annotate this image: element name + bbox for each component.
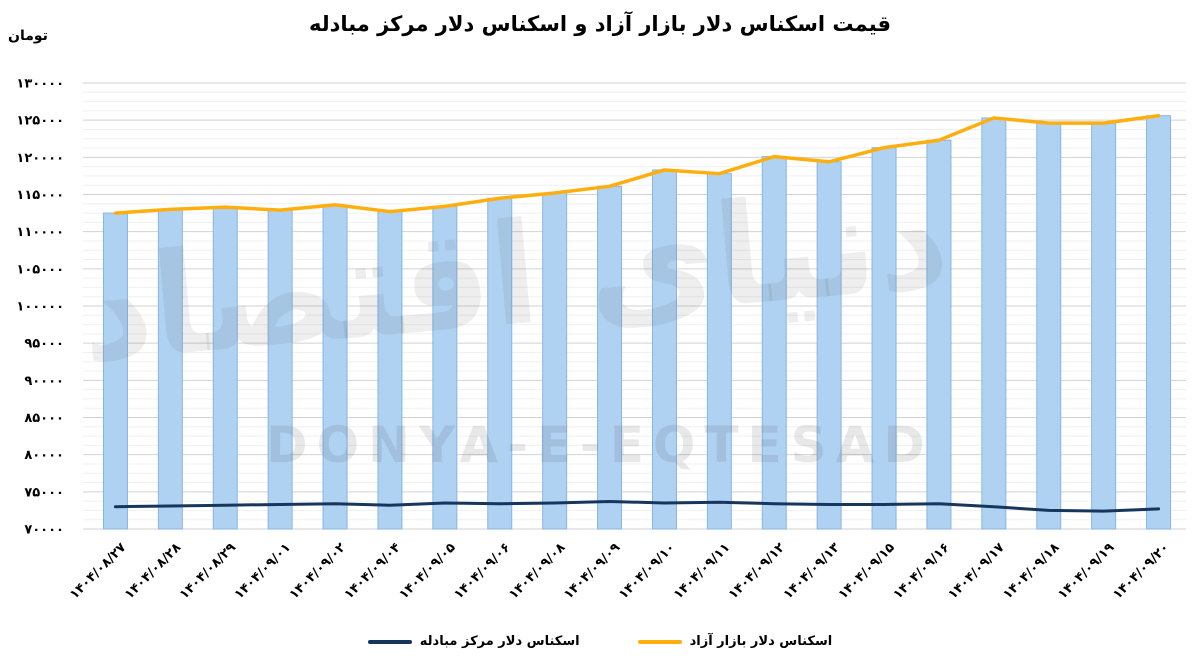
x-axis-date-label: ۱۴۰۴/۰۸/۲۹: [177, 540, 239, 602]
x-axis-date-label: ۱۴۰۴/۰۹/۱۳: [781, 540, 843, 602]
series-line-0: [113, 113, 1161, 215]
x-axis-date-label: ۱۴۰۴/۰۹/۰۸: [506, 540, 568, 602]
y-axis-tick-label: ۱۱۵۰۰۰: [16, 188, 64, 203]
x-axis-date-label: ۱۴۰۴/۰۹/۱۶: [891, 540, 953, 602]
legend-label-free-market: اسکناس دلار بازار آزاد: [689, 634, 833, 649]
x-axis-date-label: ۱۴۰۴/۰۹/۲۰: [1110, 540, 1172, 602]
bar-free-market-19: [1146, 115, 1172, 530]
x-axis-date-label: ۱۴۰۴/۰۹/۰۶: [451, 540, 513, 602]
y-axis-tick-label: ۱۲۰۰۰۰: [16, 151, 64, 166]
y-axis-tick-label: ۹۰۰۰۰: [24, 374, 64, 389]
bar-free-market-8: [542, 192, 568, 530]
navy-line-swatch-icon: [367, 639, 412, 644]
series-line-1: [113, 499, 1161, 513]
y-axis-tick-label: ۱۱۰۰۰۰: [16, 225, 64, 240]
x-axis-date-label: ۱۴۰۴/۰۹/۱۹: [1055, 540, 1117, 602]
bar-free-market-16: [981, 117, 1007, 530]
bar-free-market-13: [816, 161, 842, 530]
y-axis-tick-label: ۱۰۵۰۰۰: [16, 262, 64, 277]
y-axis-tick-label: ۷۰۰۰۰: [24, 523, 64, 538]
x-axis-date-label: ۱۴۰۴/۰۹/۱۱: [671, 540, 733, 602]
legend-item-free-market: اسکناس دلار بازار آزاد: [637, 634, 833, 649]
bar-free-market-6: [432, 205, 458, 530]
x-axis-date-label: ۱۴۰۴/۰۹/۰۴: [342, 540, 404, 602]
legend-item-exchange-center: اسکناس دلار مرکز مبادله: [367, 634, 580, 649]
x-axis-date-label: ۱۴۰۴/۰۸/۲۸: [122, 540, 184, 602]
bar-free-market-14: [871, 147, 897, 530]
x-axis-date-label: ۱۴۰۴/۰۹/۰۹: [561, 540, 623, 602]
y-axis-tick-label: ۸۰۰۰۰: [24, 448, 64, 463]
bar-free-market-0: [102, 212, 128, 530]
y-axis-tick-label: ۹۵۰۰۰: [24, 337, 64, 352]
x-axis-date-label: ۱۴۰۴/۰۹/۱۸: [1000, 540, 1062, 602]
bar-free-market-5: [377, 211, 403, 530]
bar-free-market-10: [651, 169, 677, 530]
bar-free-market-1: [157, 208, 183, 530]
x-axis-date-label: ۱۴۰۴/۰۸/۲۷: [67, 540, 129, 602]
x-axis-date-label: ۱۴۰۴/۰۹/۰۱: [232, 540, 294, 602]
bar-free-market-18: [1091, 122, 1117, 530]
x-axis-date-label: ۱۴۰۴/۰۹/۱۰: [616, 540, 678, 602]
x-axis-date-label: ۱۴۰۴/۰۹/۰۵: [396, 540, 458, 602]
y-axis-tick-label: ۸۵۰۰۰: [24, 411, 64, 426]
x-axis-date-label: ۱۴۰۴/۰۹/۱۵: [836, 540, 898, 602]
x-axis-date-label: ۱۴۰۴/۰۹/۱۷: [945, 540, 1007, 602]
bar-free-market-4: [322, 204, 348, 530]
bar-free-market-9: [597, 185, 623, 530]
legend: اسکناس دلار مرکز مبادله اسکناس دلار بازا…: [0, 634, 1200, 649]
bar-free-market-3: [267, 209, 293, 530]
y-axis-tick-label: ۷۵۰۰۰: [24, 485, 64, 500]
y-axis-tick-label: ۱۲۵۰۰۰: [16, 114, 64, 129]
y-axis-tick-label: ۱۰۰۰۰۰: [16, 300, 64, 315]
x-axis-date-label: ۱۴۰۴/۰۹/۱۲: [726, 540, 788, 602]
x-axis-date-label: ۱۴۰۴/۰۹/۰۲: [287, 540, 349, 602]
chart-title: قیمت اسکناس دلار بازار آزاد و اسکناس دلا…: [308, 12, 892, 36]
bar-free-market-2: [212, 206, 238, 530]
bar-free-market-12: [761, 156, 787, 530]
bar-free-market-11: [706, 173, 732, 530]
y-axis-unit-label: تومان: [8, 28, 48, 44]
legend-label-exchange-center: اسکناس دلار مرکز مبادله: [419, 634, 580, 649]
gold-line-swatch-icon: [637, 639, 682, 644]
y-axis-tick-label: ۱۳۰۰۰۰: [16, 77, 64, 92]
bar-free-market-15: [926, 139, 952, 530]
bar-free-market-17: [1036, 122, 1062, 530]
bar-free-market-7: [487, 197, 513, 530]
